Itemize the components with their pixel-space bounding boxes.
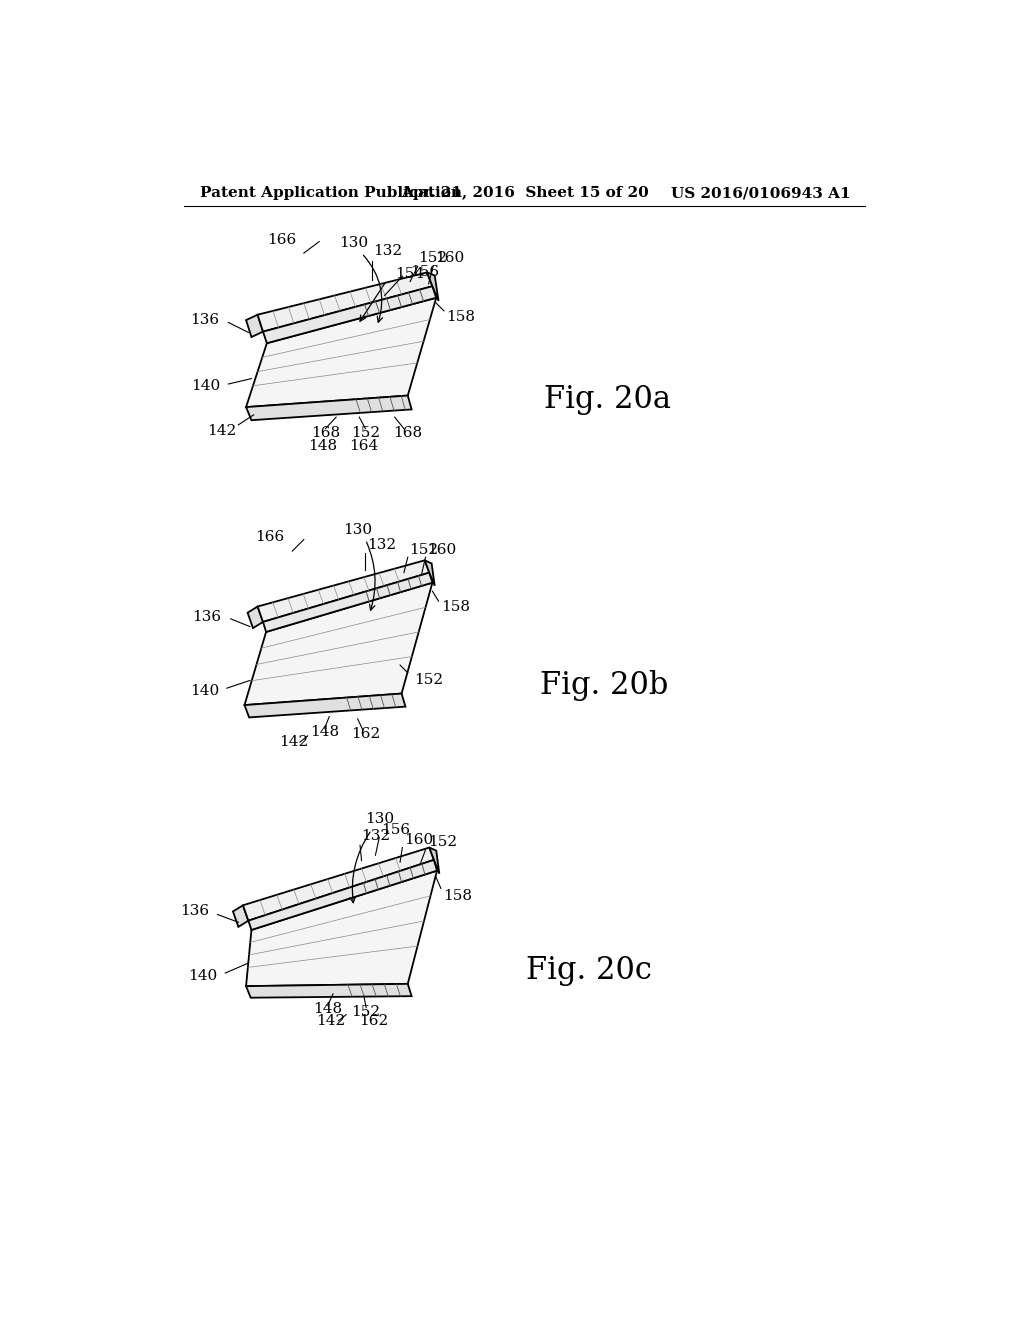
Text: 164: 164 [349, 438, 379, 453]
Text: Apr. 21, 2016  Sheet 15 of 20: Apr. 21, 2016 Sheet 15 of 20 [401, 186, 648, 201]
Text: 130: 130 [339, 236, 369, 249]
Text: 136: 136 [190, 313, 219, 327]
Text: 160: 160 [403, 833, 433, 847]
Polygon shape [258, 560, 429, 622]
Text: Patent Application Publication: Patent Application Publication [200, 186, 462, 201]
Text: 152: 152 [351, 425, 380, 440]
Text: 158: 158 [446, 310, 475, 323]
Text: 162: 162 [351, 727, 380, 742]
Text: 158: 158 [441, 599, 470, 614]
Text: 152: 152 [428, 836, 457, 849]
Text: 152: 152 [418, 252, 446, 265]
Text: 130: 130 [365, 812, 394, 826]
Text: 132: 132 [367, 539, 396, 552]
Text: 160: 160 [435, 252, 464, 265]
Text: 140: 140 [191, 379, 220, 393]
Text: US 2016/0106943 A1: US 2016/0106943 A1 [671, 186, 851, 201]
Text: 168: 168 [311, 425, 340, 440]
Text: 166: 166 [267, 234, 296, 247]
Text: 158: 158 [443, 890, 472, 903]
Polygon shape [248, 607, 263, 628]
Text: 148: 148 [308, 438, 338, 453]
Text: 148: 148 [313, 1002, 342, 1016]
Text: 168: 168 [393, 425, 422, 440]
Polygon shape [263, 573, 432, 632]
Text: 132: 132 [361, 829, 391, 843]
Text: 142: 142 [316, 1014, 345, 1028]
Text: 130: 130 [343, 523, 373, 536]
Polygon shape [246, 871, 437, 986]
Text: 148: 148 [310, 725, 339, 739]
Text: 160: 160 [427, 543, 457, 557]
Text: 156: 156 [382, 822, 411, 837]
Polygon shape [246, 298, 436, 407]
Polygon shape [246, 314, 263, 337]
Text: 152: 152 [351, 1005, 381, 1019]
Text: 142: 142 [280, 735, 308, 748]
Text: 152: 152 [414, 673, 443, 688]
Polygon shape [425, 560, 435, 586]
Polygon shape [243, 847, 434, 921]
Text: 152: 152 [410, 543, 438, 557]
Polygon shape [245, 693, 406, 718]
Text: 140: 140 [189, 684, 219, 698]
Text: 136: 136 [180, 904, 209, 919]
Text: Fig. 20a: Fig. 20a [545, 384, 672, 414]
Polygon shape [429, 847, 439, 874]
Text: Fig. 20b: Fig. 20b [540, 671, 669, 701]
Polygon shape [249, 859, 437, 929]
Polygon shape [246, 396, 412, 420]
Polygon shape [233, 906, 249, 927]
Text: 142: 142 [207, 424, 237, 438]
Text: 162: 162 [359, 1014, 388, 1028]
Text: 154: 154 [394, 267, 424, 281]
Text: 156: 156 [410, 265, 439, 280]
Text: 140: 140 [188, 969, 217, 983]
Text: 136: 136 [193, 610, 221, 623]
Text: 166: 166 [255, 531, 285, 544]
Polygon shape [258, 272, 432, 331]
Text: 132: 132 [373, 244, 402, 257]
Polygon shape [263, 286, 436, 343]
Polygon shape [245, 582, 432, 705]
Text: Fig. 20c: Fig. 20c [525, 956, 651, 986]
Polygon shape [246, 983, 412, 998]
Polygon shape [427, 272, 438, 301]
